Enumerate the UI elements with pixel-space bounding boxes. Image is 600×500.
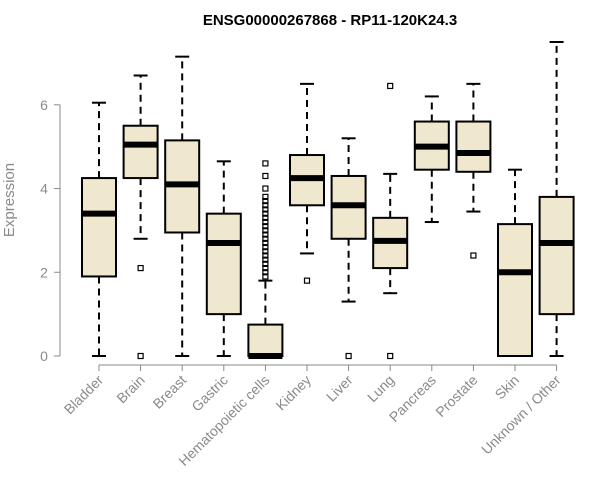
y-axis-label: Expression <box>1 163 18 237</box>
box-lung <box>372 82 409 360</box>
outlier-point <box>262 231 269 238</box>
x-tick-label: Unknown / Other <box>478 372 564 458</box>
y-tick-label: 4 <box>40 181 48 197</box>
outlier-point <box>137 264 144 272</box>
outlier-point <box>262 235 269 242</box>
y-axis: 0 2 4 6 <box>40 97 61 364</box>
outlier-point <box>262 218 269 226</box>
box-iqr <box>455 120 492 173</box>
outlier-point <box>262 197 269 205</box>
x-tick-label: Skin <box>492 372 523 403</box>
x-tick-label: Prostate <box>432 372 480 420</box>
box-iqr <box>205 212 242 316</box>
y-tick-label: 2 <box>40 264 48 280</box>
box-iqr <box>81 177 117 278</box>
y-tick-label: 6 <box>40 97 48 113</box>
box-pancreas <box>413 95 450 224</box>
outlier-point <box>262 160 269 167</box>
outlier-point <box>262 269 269 276</box>
box-hematopoietic-cells <box>247 160 284 359</box>
outlier-point <box>262 202 269 209</box>
box-series <box>81 41 575 360</box>
outlier-point <box>470 252 477 259</box>
outlier-point <box>387 352 394 360</box>
outlier-point <box>137 352 144 360</box>
outlier-point <box>262 244 269 251</box>
x-tick-label: Lung <box>364 372 397 405</box>
outlier-point <box>345 352 352 360</box>
box-kidney <box>289 82 325 284</box>
outlier-point <box>303 277 311 284</box>
outlier-point <box>262 210 269 217</box>
box-gastric <box>205 160 242 357</box>
outlier-point <box>262 214 269 221</box>
outlier-point <box>262 206 269 213</box>
outlier-point <box>262 256 269 263</box>
box-prostate <box>455 82 492 259</box>
y-tick-label: 0 <box>40 348 48 364</box>
x-tick-label: Liver <box>323 372 356 405</box>
chart-title: ENSG00000267868 - RP11-120K24.3 <box>203 12 457 29</box>
box-iqr <box>122 124 159 180</box>
outlier-point <box>262 252 269 259</box>
outlier-point <box>262 264 269 272</box>
box-iqr <box>247 323 284 358</box>
outlier-point <box>262 185 269 192</box>
outlier-point <box>262 223 269 230</box>
box-liver <box>330 137 367 360</box>
box-bladder <box>81 101 117 357</box>
outlier-point <box>262 193 269 201</box>
outlier-point <box>262 239 269 247</box>
x-tick-label: Bladder <box>61 372 107 418</box>
outlier-point <box>262 260 269 267</box>
box-breast <box>164 55 201 357</box>
outlier-point <box>262 248 269 255</box>
box-unknown-other <box>538 41 575 357</box>
x-tick-label: Kidney <box>273 372 315 414</box>
box-iqr <box>497 223 533 357</box>
box-iqr <box>538 195 575 316</box>
x-tick-label: Breast <box>149 372 189 412</box>
x-tick-label: Brain <box>113 372 147 406</box>
box-skin <box>497 168 533 357</box>
outlier-point <box>262 172 269 180</box>
box-brain <box>122 74 159 360</box>
outlier-point <box>262 227 269 234</box>
outlier-point <box>262 273 269 280</box>
outlier-point <box>387 82 394 90</box>
